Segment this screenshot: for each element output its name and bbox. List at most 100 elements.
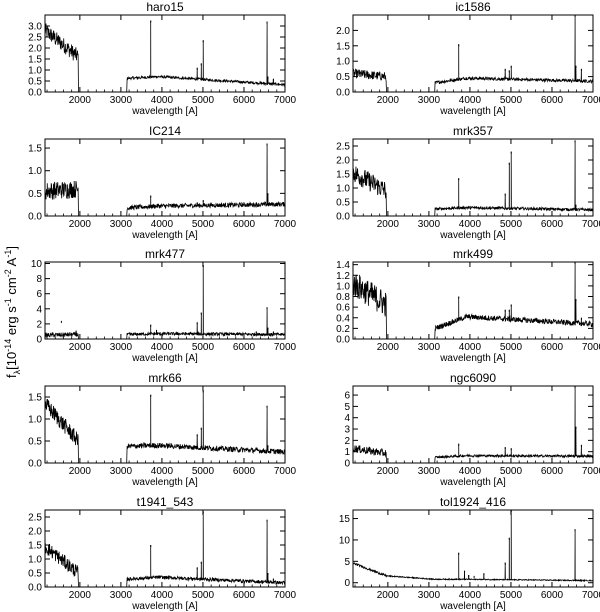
- x-tick-label: 7000: [582, 95, 600, 106]
- x-tick-label: 2000: [377, 219, 400, 230]
- x-tick-label: 5000: [192, 95, 215, 106]
- x-tick-label: 4000: [459, 219, 482, 230]
- spectrum-trace: [352, 14, 594, 93]
- spectrum-panel: tol1924_416 2000 3000 4000 5000 6000 7000 0 5 10 1…: [339, 495, 600, 612]
- x-tick-label: 2000: [377, 590, 400, 601]
- y-tick-label: 0.0: [336, 88, 350, 99]
- x-axis-label: wavelength [A]: [131, 230, 198, 241]
- spectrum-panel: mrk66 2000 3000 4000 5000 6000 7000 0.0 0.5 1.0 1.…: [28, 371, 296, 488]
- panel-title: ngc6090: [450, 371, 496, 385]
- y-tick-label: 1.5: [28, 55, 42, 66]
- x-tick-label: 3000: [110, 590, 133, 601]
- x-tick-label: 6000: [233, 590, 256, 601]
- spectrum-trace: [44, 511, 286, 588]
- y-tick-label: 0.0: [28, 459, 42, 470]
- y-tick-label: 0.5: [336, 198, 350, 209]
- y-tick-label: 0.0: [336, 212, 350, 223]
- x-tick-label: 6000: [541, 342, 564, 353]
- x-tick-label: 3000: [418, 95, 441, 106]
- x-tick-label: 7000: [582, 219, 600, 230]
- x-tick-label: 7000: [274, 342, 297, 353]
- x-tick-label: 2000: [69, 466, 92, 477]
- panel-title: IC214: [149, 124, 181, 138]
- x-tick-label: 6000: [541, 95, 564, 106]
- y-tick-label: 0.5: [28, 437, 42, 448]
- y-tick-label: 1.5: [28, 144, 42, 155]
- y-tick-label: 10: [339, 535, 351, 546]
- x-tick-label: 6000: [541, 590, 564, 601]
- x-tick-label: 4000: [459, 342, 482, 353]
- x-tick-label: 6000: [233, 466, 256, 477]
- x-tick-label: 3000: [418, 342, 441, 353]
- x-tick-label: 2000: [377, 342, 400, 353]
- spectrum-trace: [44, 20, 286, 93]
- plot-frame: [352, 509, 594, 588]
- x-axis-label: wavelength [A]: [131, 106, 198, 117]
- y-tick-label: 3: [344, 425, 350, 436]
- x-tick-label: 5000: [192, 219, 215, 230]
- x-tick-label: 4000: [151, 466, 174, 477]
- y-tick-label: 2: [344, 436, 350, 447]
- y-tick-label: 1.0: [336, 184, 350, 195]
- x-tick-label: 5000: [192, 466, 215, 477]
- spectrum-trace: [352, 261, 594, 340]
- x-tick-label: 4000: [459, 466, 482, 477]
- y-tick-label: 0.5: [336, 72, 350, 83]
- spectrum-trace: [44, 390, 285, 464]
- x-tick-label: 3000: [418, 590, 441, 601]
- x-tick-label: 4000: [459, 590, 482, 601]
- y-tick-label: 1.0: [28, 415, 42, 426]
- y-tick-label: 0.0: [28, 88, 42, 99]
- x-tick-label: 3000: [110, 466, 133, 477]
- panel-title: mrk499: [453, 247, 493, 261]
- y-tick-label: 0.5: [28, 77, 42, 88]
- shared-y-axis-label: fλ[10-14 erg s-1 cm-2 A-1]: [3, 246, 22, 378]
- x-tick-label: 7000: [582, 590, 600, 601]
- x-tick-label: 7000: [274, 466, 297, 477]
- panel-title: ic1586: [455, 0, 491, 14]
- y-tick-label: 1.0: [28, 66, 42, 77]
- x-tick-label: 3000: [110, 95, 133, 106]
- y-tick-label: 4: [344, 413, 350, 424]
- x-tick-label: 6000: [233, 95, 256, 106]
- spectrum-panel: t1941_543 2000 3000 4000 5000 6000 7000 0.0 0.5 1…: [28, 495, 296, 612]
- x-tick-label: 5000: [192, 342, 215, 353]
- x-axis-label: wavelength [A]: [439, 601, 506, 612]
- x-tick-label: 6000: [541, 219, 564, 230]
- x-axis-label: wavelength [A]: [439, 477, 506, 488]
- spectrum-trace: [352, 509, 594, 582]
- x-axis-label: wavelength [A]: [439, 106, 506, 117]
- x-tick-label: 7000: [274, 590, 297, 601]
- x-tick-label: 2000: [69, 95, 92, 106]
- panel-title: mrk477: [145, 247, 185, 261]
- x-tick-label: 5000: [500, 466, 523, 477]
- y-tick-label: 2.5: [28, 513, 42, 524]
- panel-title: t1941_543: [137, 495, 194, 509]
- x-tick-label: 7000: [274, 219, 297, 230]
- y-tick-label: 6: [36, 289, 42, 300]
- spectrum-panel: haro15 2000 3000 4000 5000 6000 7000 0.00.51.01…: [28, 0, 296, 117]
- spectrum-panel: IC214 2000 3000 4000 5000 6000 7000 0.0 0.5 1.0 1.…: [28, 124, 296, 241]
- y-tick-label: 0.0: [336, 335, 350, 346]
- x-tick-label: 3000: [110, 219, 133, 230]
- spectrum-trace: [352, 140, 594, 217]
- y-tick-label: 5: [344, 402, 350, 413]
- y-tick-label: 2: [36, 319, 42, 330]
- x-tick-label: 5000: [500, 590, 523, 601]
- y-tick-label: 0: [344, 459, 350, 470]
- spectrum-panel: ic1586 2000 3000 4000 5000 6000 7000 0.0 0.5 1.0 1…: [336, 0, 600, 117]
- spectrum-panel: mrk477 2000 3000 4000 5000 6000 7000 0 2 4 6 8 10 wav…: [31, 247, 297, 364]
- y-tick-label: 0.0: [28, 212, 42, 223]
- x-axis-label: wavelength [A]: [439, 353, 506, 364]
- y-tick-label: 0.5: [28, 569, 42, 580]
- plot-frame: [44, 261, 286, 340]
- x-axis-label: wavelength [A]: [131, 601, 198, 612]
- x-tick-label: 5000: [500, 219, 523, 230]
- y-tick-label: 0.2: [336, 324, 350, 335]
- x-tick-label: 4000: [151, 590, 174, 601]
- spectrum-trace: [352, 385, 594, 464]
- x-tick-label: 7000: [274, 95, 297, 106]
- y-tick-label: 2.0: [28, 44, 42, 55]
